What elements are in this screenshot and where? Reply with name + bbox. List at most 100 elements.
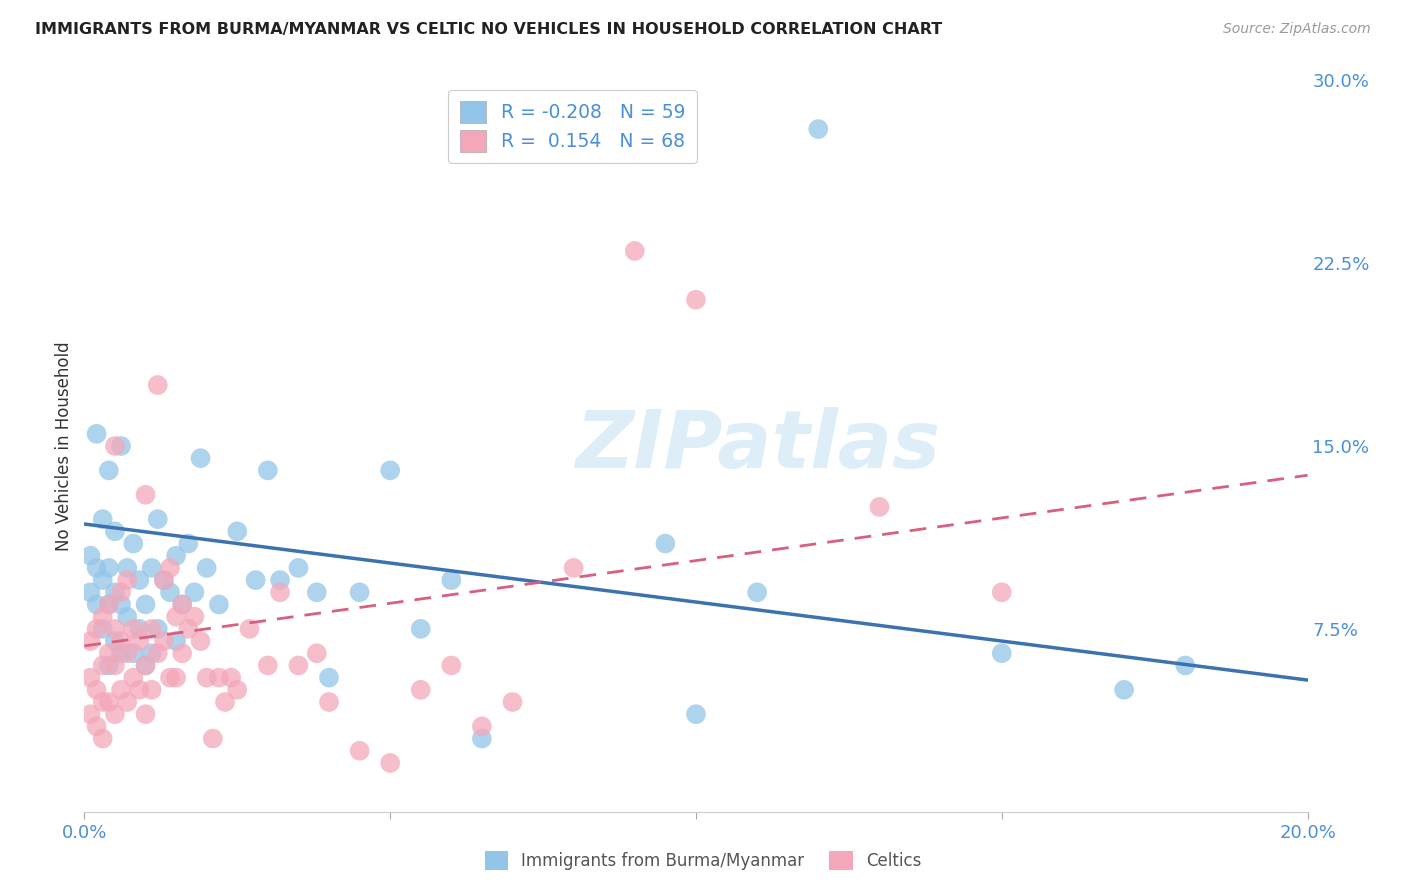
Legend: R = -0.208   N = 59, R =  0.154   N = 68: R = -0.208 N = 59, R = 0.154 N = 68 xyxy=(449,90,697,163)
Point xyxy=(318,671,340,685)
Point xyxy=(91,512,114,526)
Point xyxy=(318,695,340,709)
Point xyxy=(79,549,101,563)
Point xyxy=(86,682,108,697)
Point xyxy=(91,695,114,709)
Point xyxy=(165,549,187,563)
Point xyxy=(115,695,138,709)
Point xyxy=(502,695,524,709)
Point xyxy=(110,646,132,660)
Point xyxy=(245,573,267,587)
Point xyxy=(305,646,328,660)
Point xyxy=(440,658,463,673)
Point xyxy=(110,585,132,599)
Point xyxy=(153,573,176,587)
Point xyxy=(159,585,181,599)
Point xyxy=(97,463,120,477)
Point xyxy=(128,622,150,636)
Point xyxy=(226,524,249,539)
Point xyxy=(440,573,463,587)
Point xyxy=(219,671,242,685)
Point xyxy=(195,561,218,575)
Point xyxy=(79,671,101,685)
Point xyxy=(135,658,157,673)
Point xyxy=(110,598,132,612)
Point xyxy=(172,598,194,612)
Point xyxy=(226,682,249,697)
Point xyxy=(991,646,1014,660)
Point xyxy=(1114,682,1136,697)
Point xyxy=(110,439,132,453)
Point xyxy=(153,634,176,648)
Point xyxy=(141,622,163,636)
Y-axis label: No Vehicles in Household: No Vehicles in Household xyxy=(55,341,73,551)
Point xyxy=(79,634,101,648)
Point xyxy=(104,658,127,673)
Point xyxy=(190,451,212,466)
Point xyxy=(685,707,707,722)
Point xyxy=(214,695,236,709)
Point xyxy=(104,622,127,636)
Point xyxy=(409,682,432,697)
Point xyxy=(79,707,101,722)
Point xyxy=(349,744,371,758)
Point xyxy=(257,463,280,477)
Point xyxy=(869,500,891,514)
Point xyxy=(91,609,114,624)
Point xyxy=(79,585,101,599)
Point xyxy=(110,682,132,697)
Point xyxy=(135,598,157,612)
Point xyxy=(104,585,127,599)
Point xyxy=(104,439,127,453)
Point xyxy=(146,378,169,392)
Point xyxy=(97,598,120,612)
Point xyxy=(654,536,676,550)
Point xyxy=(177,536,200,550)
Point xyxy=(97,646,120,660)
Legend: Immigrants from Burma/Myanmar, Celtics: Immigrants from Burma/Myanmar, Celtics xyxy=(478,844,928,877)
Point xyxy=(115,561,138,575)
Point xyxy=(135,707,157,722)
Point xyxy=(115,646,138,660)
Point xyxy=(146,646,169,660)
Point xyxy=(91,731,114,746)
Text: ZIPatlas: ZIPatlas xyxy=(575,407,939,485)
Point xyxy=(135,488,157,502)
Point xyxy=(269,585,291,599)
Point xyxy=(172,646,194,660)
Point xyxy=(141,561,163,575)
Point xyxy=(91,622,114,636)
Point xyxy=(122,646,145,660)
Point xyxy=(86,561,108,575)
Point xyxy=(380,756,402,770)
Point xyxy=(807,122,830,136)
Point xyxy=(115,609,138,624)
Point xyxy=(86,598,108,612)
Point xyxy=(128,634,150,648)
Point xyxy=(685,293,707,307)
Point xyxy=(115,573,138,587)
Point xyxy=(122,622,145,636)
Point xyxy=(201,731,224,746)
Point xyxy=(91,658,114,673)
Text: Source: ZipAtlas.com: Source: ZipAtlas.com xyxy=(1223,22,1371,37)
Point xyxy=(165,609,187,624)
Point xyxy=(91,573,114,587)
Point xyxy=(172,598,194,612)
Point xyxy=(86,426,108,441)
Point xyxy=(380,463,402,477)
Point xyxy=(128,682,150,697)
Text: IMMIGRANTS FROM BURMA/MYANMAR VS CELTIC NO VEHICLES IN HOUSEHOLD CORRELATION CHA: IMMIGRANTS FROM BURMA/MYANMAR VS CELTIC … xyxy=(35,22,942,37)
Point xyxy=(624,244,647,258)
Point xyxy=(110,634,132,648)
Point xyxy=(146,622,169,636)
Point xyxy=(141,682,163,697)
Point xyxy=(104,634,127,648)
Point xyxy=(238,622,260,636)
Point xyxy=(257,658,280,673)
Point xyxy=(747,585,769,599)
Point xyxy=(208,671,231,685)
Point xyxy=(97,598,120,612)
Point xyxy=(409,622,432,636)
Point xyxy=(86,622,108,636)
